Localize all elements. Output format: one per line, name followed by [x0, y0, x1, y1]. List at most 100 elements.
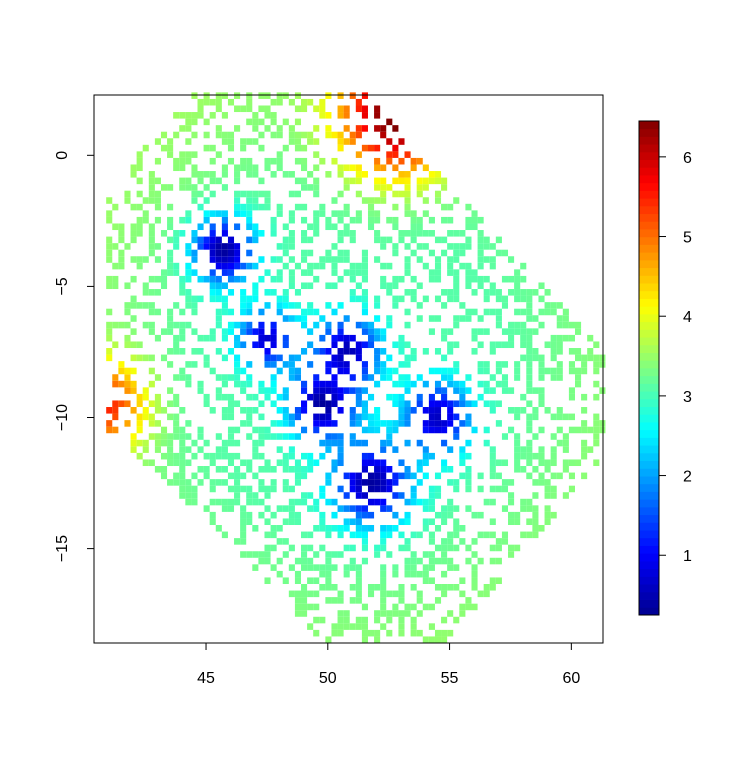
heatmap-cell — [240, 275, 247, 283]
heatmap-cell — [252, 492, 259, 499]
heatmap-cell — [112, 413, 119, 421]
heatmap-cell — [361, 525, 368, 532]
heatmap-cell — [453, 256, 460, 263]
heatmap-cell — [270, 354, 277, 362]
heatmap-cell — [258, 190, 265, 198]
heatmap-cell — [301, 269, 308, 276]
heatmap-cell — [301, 144, 308, 152]
heatmap-cell — [240, 308, 247, 316]
heatmap-cell — [112, 223, 119, 231]
heatmap-cell — [489, 243, 496, 250]
heatmap-cell — [453, 518, 460, 526]
heatmap-cell — [428, 171, 435, 178]
heatmap-cell — [477, 341, 484, 349]
heatmap-cell — [331, 466, 338, 473]
heatmap-cell — [276, 570, 283, 578]
heatmap-cell — [264, 164, 271, 172]
heatmap-cell — [148, 230, 155, 237]
heatmap-cell — [441, 203, 448, 211]
heatmap-cell — [118, 223, 125, 231]
heatmap-cell — [264, 354, 271, 362]
heatmap-cell — [520, 498, 527, 506]
heatmap-cell — [367, 393, 375, 401]
heatmap-cell — [160, 144, 168, 152]
heatmap-cell — [477, 380, 484, 388]
heatmap-cell — [477, 531, 484, 539]
heatmap-cell — [337, 623, 344, 630]
heatmap-cell — [434, 557, 442, 565]
heatmap-cell — [508, 479, 515, 486]
heatmap-cell — [428, 407, 435, 414]
heatmap-cell — [520, 289, 527, 296]
heatmap-cell — [526, 367, 533, 375]
heatmap-cell — [483, 400, 490, 408]
heatmap-cell — [240, 164, 247, 172]
heatmap-cell — [331, 262, 338, 270]
heatmap-cell — [581, 446, 588, 453]
heatmap-cell — [191, 131, 198, 139]
heatmap-cell — [167, 328, 174, 335]
heatmap-cell — [148, 275, 155, 283]
heatmap-cell — [203, 243, 210, 250]
heatmap-cell — [404, 289, 411, 296]
heatmap-cell — [209, 479, 216, 486]
heatmap-cell — [258, 452, 265, 460]
heatmap-cell — [410, 564, 417, 571]
heatmap-cell — [246, 302, 253, 309]
heatmap-cell — [276, 203, 283, 211]
heatmap-cell — [203, 98, 210, 106]
heatmap-cell — [203, 452, 210, 460]
heatmap-cell — [380, 564, 387, 571]
heatmap-cell — [453, 367, 460, 375]
heatmap-cell — [367, 590, 375, 598]
heatmap-cell — [246, 393, 253, 401]
heatmap-cell — [374, 380, 381, 388]
heatmap-cell — [508, 341, 515, 349]
heatmap-cell — [459, 538, 466, 545]
heatmap-cell — [130, 387, 137, 394]
heatmap-cell — [337, 459, 344, 467]
heatmap-cell — [477, 328, 484, 335]
heatmap-cell — [264, 269, 271, 276]
heatmap-cell — [392, 164, 399, 172]
colorbar-swatch — [639, 229, 659, 238]
heatmap-cell — [404, 420, 411, 427]
heatmap-cell — [294, 203, 302, 211]
heatmap-cell — [240, 420, 247, 427]
heatmap-cell — [355, 105, 362, 113]
heatmap-cell — [197, 479, 204, 486]
colorbar-swatch — [639, 491, 659, 500]
heatmap-cell — [240, 328, 247, 335]
heatmap-cell — [331, 629, 338, 637]
heatmap-cell — [398, 230, 405, 237]
heatmap-cell — [404, 380, 411, 388]
heatmap-cell — [355, 511, 362, 519]
heatmap-cell — [361, 603, 368, 611]
heatmap-cell — [167, 308, 174, 316]
heatmap-cell — [514, 452, 521, 460]
heatmap-cell — [331, 498, 338, 506]
heatmap-cell — [593, 413, 600, 421]
heatmap-cell — [142, 446, 149, 453]
colorbar-tick-label: 3 — [683, 389, 692, 406]
heatmap-cell — [325, 302, 332, 309]
heatmap-cell — [142, 393, 149, 401]
heatmap-cell — [374, 334, 381, 342]
heatmap-cell — [477, 236, 484, 244]
heatmap-cell — [276, 446, 283, 453]
heatmap-cell — [422, 472, 429, 480]
heatmap-cell — [288, 498, 295, 506]
heatmap-cell — [288, 446, 295, 453]
heatmap-cell — [489, 308, 496, 316]
heatmap-cell — [185, 118, 192, 126]
heatmap-cell — [367, 216, 375, 224]
heatmap-cell — [337, 590, 344, 598]
heatmap-cell — [392, 472, 399, 480]
heatmap-cell — [234, 203, 241, 211]
heatmap-cell — [428, 249, 435, 257]
heatmap-cell — [556, 321, 563, 329]
heatmap-cell — [215, 308, 222, 316]
heatmap-cell — [325, 223, 332, 231]
heatmap-cell — [532, 413, 539, 421]
heatmap-cell — [227, 243, 235, 250]
